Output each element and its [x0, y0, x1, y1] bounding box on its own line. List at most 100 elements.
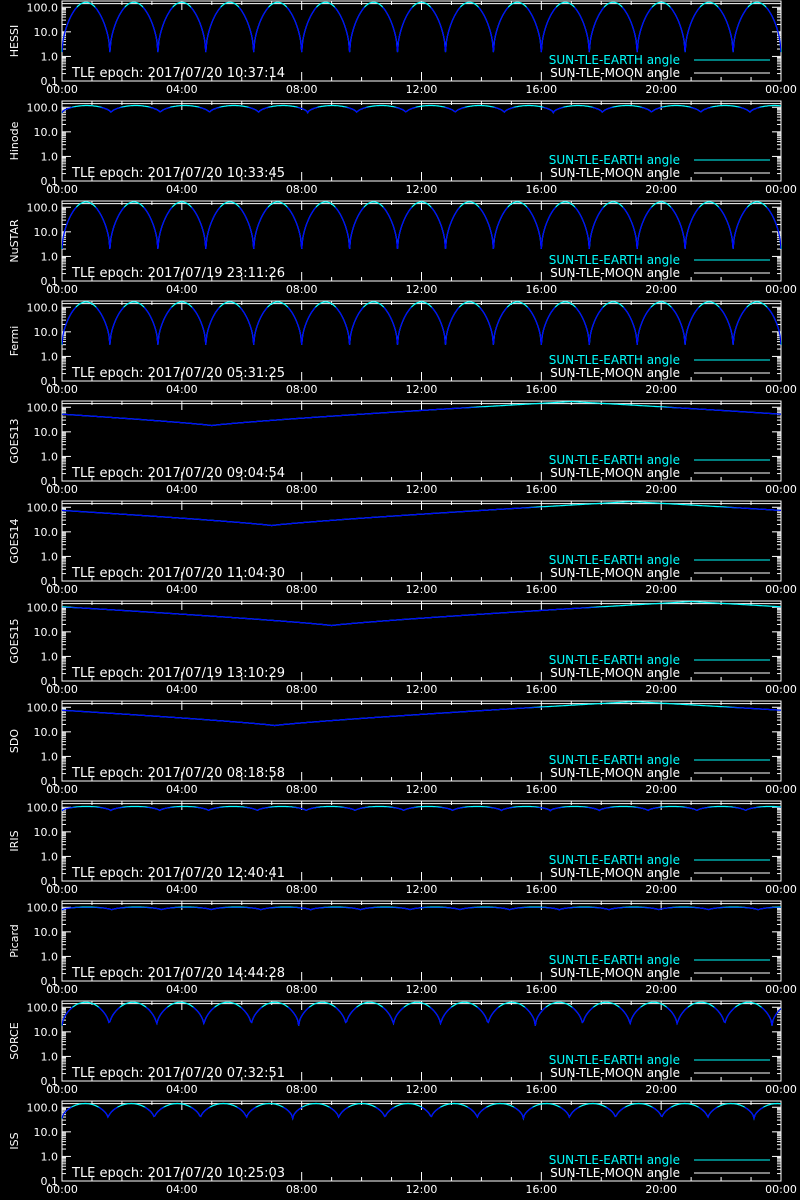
legend-moon-label: SUN-TLE-MOON angle: [550, 266, 680, 280]
x-tick-label: 16:00: [525, 683, 557, 696]
x-tick-label: 00:00: [46, 283, 78, 296]
x-tick-label: 20:00: [645, 183, 677, 196]
x-tick-label: 00:00: [46, 383, 78, 396]
x-tick-label: 00:00: [46, 783, 78, 796]
y-tick-label: 0.1: [41, 1075, 59, 1088]
y-tick-label: 100.0: [27, 201, 59, 214]
y-tick-label: 10.0: [34, 926, 59, 939]
legend-earth-label: SUN-TLE-EARTH angle: [549, 253, 680, 267]
x-tick-label: 16:00: [525, 183, 557, 196]
x-tick-label: 12:00: [406, 183, 438, 196]
y-tick-label: 1.0: [41, 350, 59, 363]
x-tick-label: 16:00: [525, 383, 557, 396]
y-tick-label: 1.0: [41, 950, 59, 963]
sun-tle-earth-angle-curve-low: [62, 1107, 765, 1121]
sun-tle-earth-angle-curve-low: [62, 907, 781, 911]
legend-moon-label: SUN-TLE-MOON angle: [550, 1066, 680, 1080]
x-tick-label: 16:00: [525, 483, 557, 496]
x-tick-label: 20:00: [645, 783, 677, 796]
y-tick-label: 1.0: [41, 550, 59, 563]
satellite-name: SDO: [8, 729, 21, 753]
x-tick-label: 00:00: [46, 583, 78, 596]
x-tick-label: 00:00: [765, 83, 797, 96]
y-tick-label: 100.0: [27, 501, 59, 514]
sun-tle-earth-angle-curve-low: [62, 707, 781, 727]
legend-earth-label: SUN-TLE-EARTH angle: [549, 653, 680, 667]
y-tick-label: 0.1: [41, 375, 59, 388]
legend-earth-label: SUN-TLE-EARTH angle: [549, 1153, 680, 1167]
x-tick-label: 04:00: [166, 783, 198, 796]
x-tick-label: 04:00: [166, 183, 198, 196]
satellite-name: Fermi: [8, 326, 21, 357]
y-tick-label: 100.0: [27, 401, 59, 414]
x-tick-label: 08:00: [286, 983, 318, 996]
x-tick-label: 00:00: [765, 383, 797, 396]
legend-moon-label: SUN-TLE-MOON angle: [550, 866, 680, 880]
tle-epoch-label: TLE epoch: 2017/07/20 10:37:14: [71, 66, 285, 81]
tle-epoch-label: TLE epoch: 2017/07/19 23:11:26: [71, 266, 285, 281]
tle-epoch-label: TLE epoch: 2017/07/20 09:04:54: [71, 466, 285, 481]
x-tick-label: 08:00: [286, 783, 318, 796]
x-tick-label: 00:00: [46, 83, 78, 96]
y-tick-label: 1.0: [41, 850, 59, 863]
legend-earth-label: SUN-TLE-EARTH angle: [549, 1053, 680, 1067]
tle-epoch-label: TLE epoch: 2017/07/20 08:18:58: [71, 766, 285, 781]
x-tick-label: 16:00: [525, 583, 557, 596]
y-tick-label: 0.1: [41, 575, 59, 588]
x-tick-label: 12:00: [406, 483, 438, 496]
tle-epoch-label: TLE epoch: 2017/07/20 11:04:30: [71, 566, 285, 581]
x-tick-label: 00:00: [765, 583, 797, 596]
legend-moon-label: SUN-TLE-MOON angle: [550, 966, 680, 980]
x-tick-label: 20:00: [645, 383, 677, 396]
y-tick-label: 10.0: [34, 126, 59, 139]
y-tick-label: 1.0: [41, 1150, 59, 1163]
x-tick-label: 16:00: [525, 1083, 557, 1096]
legend-earth-label: SUN-TLE-EARTH angle: [549, 153, 680, 167]
x-tick-label: 00:00: [765, 183, 797, 196]
legend-moon-label: SUN-TLE-MOON angle: [550, 566, 680, 580]
legend-moon-label: SUN-TLE-MOON angle: [550, 466, 680, 480]
x-tick-label: 08:00: [286, 383, 318, 396]
y-tick-label: 0.1: [41, 75, 59, 88]
y-tick-label: 10.0: [34, 326, 59, 339]
legend-moon-label: SUN-TLE-MOON angle: [550, 666, 680, 680]
y-tick-label: 0.1: [41, 475, 59, 488]
x-tick-label: 20:00: [645, 983, 677, 996]
x-tick-label: 04:00: [166, 983, 198, 996]
tle-epoch-label: TLE epoch: 2017/07/20 12:40:41: [71, 866, 285, 881]
sun-tle-earth-angle-curve: [61, 301, 782, 345]
y-tick-label: 0.1: [41, 675, 59, 688]
x-tick-label: 00:00: [765, 983, 797, 996]
satellite-name: IRIS: [8, 830, 21, 851]
y-tick-label: 1.0: [41, 450, 59, 463]
x-tick-label: 16:00: [525, 1183, 557, 1196]
legend-earth-label: SUN-TLE-EARTH angle: [549, 853, 680, 867]
x-tick-label: 12:00: [406, 783, 438, 796]
y-tick-label: 0.1: [41, 275, 59, 288]
x-tick-label: 00:00: [46, 483, 78, 496]
x-tick-label: 12:00: [406, 83, 438, 96]
x-tick-label: 08:00: [286, 483, 318, 496]
satellite-name: HESSI: [8, 25, 21, 57]
x-tick-label: 12:00: [406, 1183, 438, 1196]
legend-earth-label: SUN-TLE-EARTH angle: [549, 353, 680, 367]
y-tick-label: 0.1: [41, 775, 59, 788]
legend-moon-label: SUN-TLE-MOON angle: [550, 1166, 680, 1180]
x-tick-label: 00:00: [765, 283, 797, 296]
y-tick-label: 10.0: [34, 226, 59, 239]
y-tick-label: 10.0: [34, 1026, 59, 1039]
x-tick-label: 00:00: [765, 1183, 797, 1196]
sun-tle-earth-angle-curve-low: [62, 407, 781, 427]
tle-epoch-label: TLE epoch: 2017/07/20 10:33:45: [71, 166, 285, 181]
y-tick-label: 10.0: [34, 26, 59, 39]
x-tick-label: 08:00: [286, 1083, 318, 1096]
y-tick-label: 100.0: [27, 101, 59, 114]
x-tick-label: 20:00: [645, 883, 677, 896]
sun-tle-earth-angle-curve-low: [62, 507, 781, 527]
sun-tle-earth-angle-curve: [61, 805, 782, 812]
y-tick-label: 10.0: [34, 526, 59, 539]
legend-moon-label: SUN-TLE-MOON angle: [550, 766, 680, 780]
y-tick-label: 0.1: [41, 975, 59, 988]
legend-earth-label: SUN-TLE-EARTH angle: [549, 453, 680, 467]
